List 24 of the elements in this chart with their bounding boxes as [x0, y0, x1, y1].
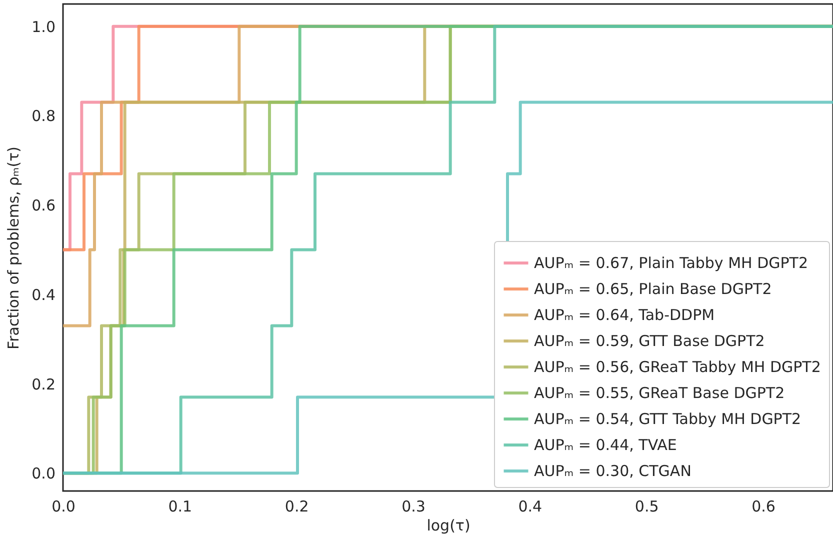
legend-label: AUPₘ = 0.54, GTT Tabby MH DGPT2 — [534, 410, 802, 428]
y-tick-label: 0.0 — [32, 464, 56, 483]
legend-label: AUPₘ = 0.44, TVAE — [534, 436, 677, 454]
legend-label: AUPₘ = 0.64, Tab-DDPM — [534, 306, 715, 324]
x-tick-label: 0.6 — [752, 498, 776, 516]
y-tick-label: 0.2 — [32, 375, 56, 394]
legend-label: AUPₘ = 0.56, GReaT Tabby MH DGPT2 — [534, 358, 821, 376]
x-tick-label: 0.1 — [168, 498, 192, 516]
legend-label: AUPₘ = 0.65, Plain Base DGPT2 — [534, 280, 772, 298]
legend-label: AUPₘ = 0.59, GTT Base DGPT2 — [534, 332, 765, 350]
y-tick-label: 0.6 — [32, 196, 56, 215]
legend-label: AUPₘ = 0.55, GReaT Base DGPT2 — [534, 384, 785, 402]
legend-label: AUPₘ = 0.67, Plain Tabby MH DGPT2 — [534, 254, 808, 272]
y-tick-label: 1.0 — [32, 18, 56, 36]
x-axis-title: log(τ) — [426, 516, 470, 534]
y-tick-label: 0.4 — [32, 286, 56, 304]
x-tick-label: 0.5 — [634, 498, 659, 516]
x-tick-label: 0.0 — [52, 498, 76, 516]
x-tick-label: 0.3 — [402, 498, 426, 516]
y-axis-title: Fraction of problems, ρₘ(τ) — [4, 146, 23, 350]
x-tick-label: 0.2 — [284, 498, 309, 516]
legend-label: AUPₘ = 0.30, CTGAN — [534, 462, 692, 480]
y-tick-label: 0.8 — [32, 107, 56, 126]
x-tick-label: 0.4 — [518, 498, 542, 516]
